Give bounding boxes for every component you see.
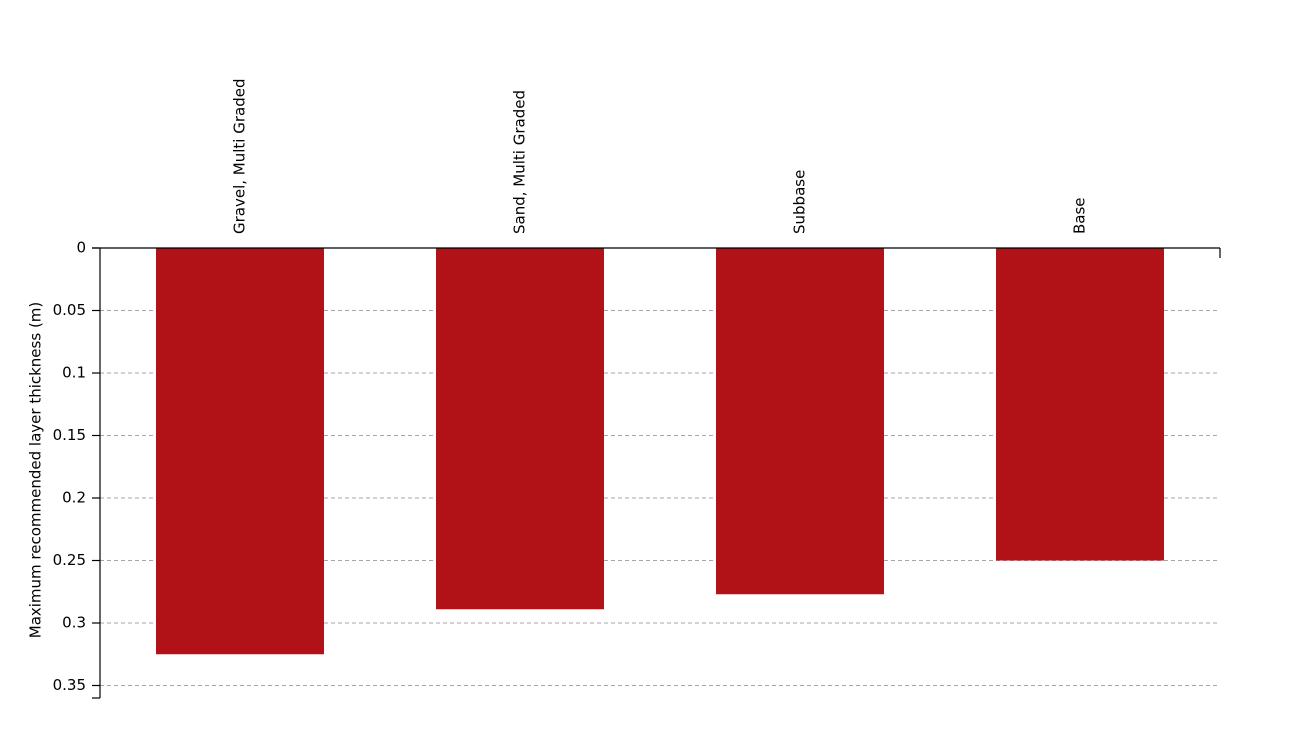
bar: [716, 248, 884, 595]
y-tick-label: 0: [76, 239, 86, 257]
y-tick-label: 0.1: [62, 364, 86, 382]
bar: [996, 248, 1164, 561]
y-axis-title: Maximum recommended layer thickness (m): [27, 302, 45, 639]
x-tick-label: Subbase: [791, 170, 809, 234]
bar: [436, 248, 604, 610]
x-tick-label: Gravel, Multi Graded: [231, 79, 249, 234]
x-tick-label: Base: [1071, 197, 1089, 234]
bar: [156, 248, 324, 655]
y-tick-label: 0.15: [53, 426, 86, 444]
x-tick-label: Sand, Multi Graded: [511, 90, 529, 234]
y-tick-label: 0.2: [62, 489, 86, 507]
y-tick-label: 0.05: [53, 301, 86, 319]
y-tick-label: 0.35: [53, 676, 86, 694]
y-tick-label: 0.25: [53, 551, 86, 569]
y-tick-label: 0.3: [62, 614, 86, 632]
